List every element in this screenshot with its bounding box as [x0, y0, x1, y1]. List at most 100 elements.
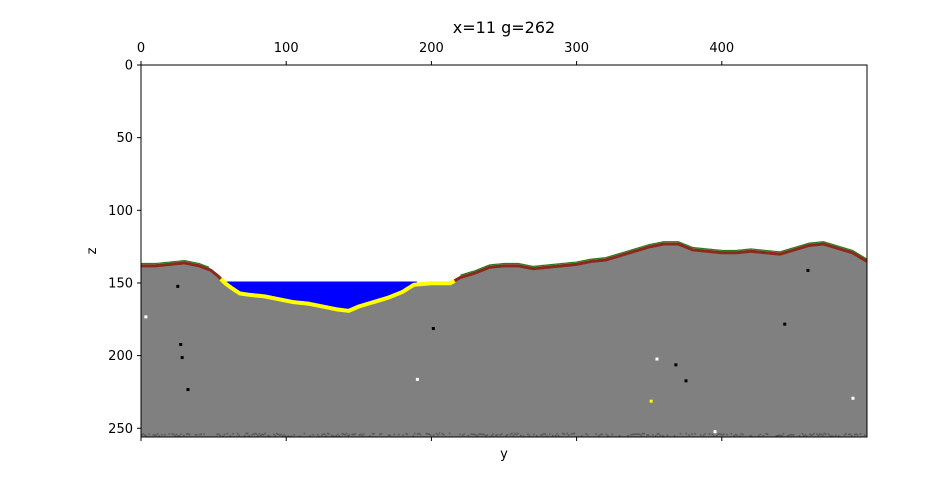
bedrock-speck: [273, 433, 275, 436]
bedrock-speck: [251, 434, 253, 436]
bedrock-speck: [535, 434, 538, 437]
bedrock-speck: [509, 433, 512, 436]
bedrock-speck: [522, 435, 525, 437]
bedrock-speck: [499, 434, 502, 436]
bedrock-speck: [572, 432, 574, 435]
bedrock-speck: [700, 434, 702, 436]
bedrock-speck: [175, 433, 178, 436]
bedrock-speck: [429, 434, 432, 436]
x-tick-label: 200: [419, 41, 444, 56]
bedrock-speck: [186, 433, 188, 435]
bedrock-speck: [154, 434, 156, 437]
bedrock-speck: [573, 432, 576, 435]
bedrock-speck: [541, 433, 544, 436]
bedrock-speck: [801, 433, 804, 435]
bedrock-speck: [515, 433, 518, 436]
x-axis-label: y: [500, 447, 508, 462]
bedrock-speck: [480, 433, 483, 436]
bedrock-speck: [284, 435, 287, 437]
bedrock-speck: [148, 433, 150, 435]
bedrock-speck: [379, 433, 381, 436]
bedrock-speck: [267, 434, 269, 437]
bedrock-speck: [418, 432, 420, 435]
bedrock-speck: [646, 434, 648, 436]
bedrock-speck: [345, 432, 348, 435]
bedrock-speck: [730, 433, 733, 435]
bedrock-speck: [482, 433, 484, 436]
bedrock-speck: [717, 433, 719, 435]
bedrock-speck: [837, 435, 840, 437]
bedrock-speck: [656, 433, 658, 435]
y-axis-label: z: [85, 247, 100, 254]
bedrock-speck: [360, 433, 362, 436]
bedrock-speck: [236, 432, 239, 435]
bedrock-speck: [630, 434, 632, 436]
x-tick-label: 300: [564, 41, 589, 56]
bedrock-speck: [859, 433, 862, 435]
bedrock-speck: [438, 432, 441, 435]
bedrock-speck: [161, 433, 163, 436]
bedrock-speck: [393, 433, 396, 436]
bedrock-speck: [222, 435, 224, 437]
bedrock-speck: [655, 435, 657, 437]
bedrock-speck: [373, 433, 375, 435]
bedrock-speck: [448, 432, 451, 435]
bedrock-speck: [811, 434, 814, 436]
dirt-layer-left: [141, 261, 222, 280]
bedrock-speck: [299, 435, 301, 437]
bedrock-speck: [823, 432, 825, 435]
bedrock-speck: [528, 435, 531, 437]
bedrock-speck: [691, 433, 693, 435]
bedrock-speck: [226, 432, 229, 435]
bedrock-speck: [853, 433, 856, 436]
x-axis-bottom-ticks: [140, 437, 723, 441]
bedrock-speck: [501, 433, 503, 435]
bedrock-speck: [278, 434, 281, 436]
bedrock-speck: [607, 435, 609, 437]
bedrock-speck: [631, 433, 634, 436]
bedrock-speck: [817, 434, 820, 437]
bedrock-speck: [544, 433, 547, 435]
terrain-speck: [851, 396, 855, 400]
x-axis-ticks: 0 100 200 300 400: [137, 41, 734, 65]
bedrock-speck: [835, 434, 837, 437]
bedrock-speck: [781, 434, 783, 437]
bedrock-speck: [720, 433, 722, 436]
y-tick-label: 200: [108, 349, 133, 364]
bedrock-speck: [798, 435, 801, 437]
bedrock-speck: [830, 435, 833, 437]
bedrock-speck: [511, 432, 513, 435]
bedrock-speck: [172, 433, 175, 436]
bedrock-speck: [554, 435, 557, 437]
bedrock-speck: [188, 433, 191, 436]
bedrock-speck: [685, 432, 687, 435]
bedrock-speck: [443, 433, 445, 436]
bedrock-speck: [715, 434, 718, 437]
bedrock-speck: [803, 434, 805, 437]
grass-layer-left: [141, 259, 210, 268]
bedrock-speck: [470, 433, 473, 435]
bedrock-speck: [820, 433, 823, 436]
bedrock-speck: [849, 433, 852, 436]
bedrock-speck: [496, 433, 499, 436]
bedrock-speck: [711, 433, 714, 436]
bedrock-speck: [435, 432, 438, 435]
bedrock-speck: [639, 433, 641, 436]
bedrock-speck: [514, 432, 516, 435]
bedrock-speck: [152, 434, 155, 436]
bedrock-speck: [652, 434, 654, 436]
bedrock-speck: [158, 435, 160, 437]
bedrock-speck: [348, 434, 351, 436]
bedrock-speck: [293, 434, 295, 436]
bedrock-speck: [821, 434, 824, 436]
plot-area: [141, 65, 867, 437]
bedrock-speck: [679, 432, 682, 435]
grass-layer-right: [460, 241, 867, 276]
bedrock-speck: [486, 434, 489, 436]
bedrock-speck: [813, 432, 815, 435]
bedrock-speck: [216, 433, 219, 436]
bedrock-speck: [829, 434, 831, 437]
bedrock-speck: [171, 433, 173, 435]
bedrock-speck: [351, 433, 354, 436]
